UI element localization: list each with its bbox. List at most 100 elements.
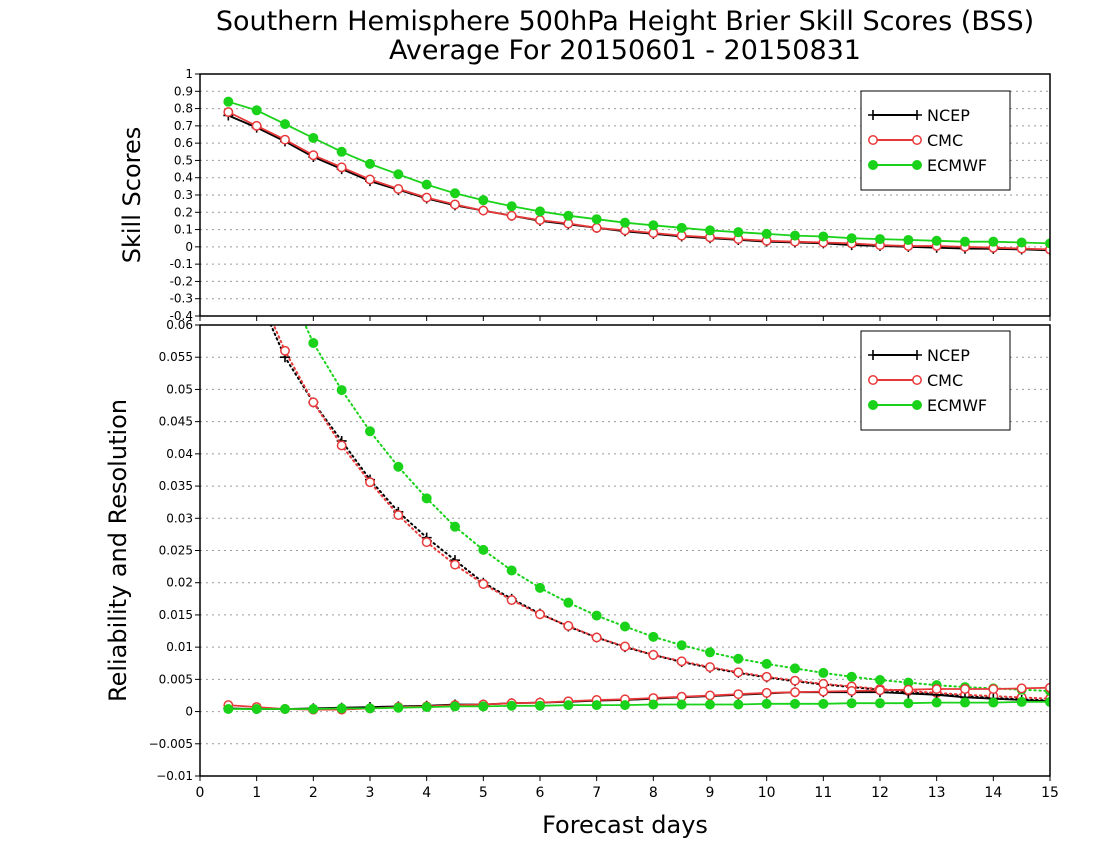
data-point-ecmwf: [308, 132, 319, 143]
data-point-ecmwf-reliability: [308, 703, 319, 714]
data-point-ecmwf-reliability: [280, 703, 290, 714]
data-point-ecmwf: [846, 233, 857, 244]
series-group: [223, 96, 1050, 256]
y-tick-label: 0.5: [174, 153, 193, 167]
data-point-ecmwf-resolution: [421, 493, 432, 504]
data-point-ecmwf: [478, 195, 489, 206]
data-point-ecmwf-reliability: [478, 701, 489, 712]
data-point-cmc-reliability: [875, 685, 885, 696]
data-point-ecmwf-resolution: [591, 610, 602, 621]
legend-box: [860, 330, 1011, 431]
data-point-ecmwf: [875, 234, 885, 245]
plot-frame: [199, 73, 1051, 317]
data-point-cmc-resolution: [733, 667, 744, 678]
data-point-ecmwf-reliability: [336, 703, 347, 714]
y-tick-label: 0.005: [159, 672, 193, 686]
data-point-cmc: [591, 222, 602, 233]
y-tick-label: 0.05: [166, 382, 193, 396]
legend: NCEP CMC ECMWF: [860, 330, 1011, 431]
data-point-ecmwf-resolution: [790, 663, 800, 674]
data-point-ecmwf: [705, 225, 715, 236]
data-point-cmc-resolution: [450, 559, 460, 570]
data-point-ecmwf-reliability: [421, 702, 432, 713]
data-point-ecmwf: [393, 169, 404, 180]
y-tick-label: -0.2: [170, 274, 193, 288]
data-point-cmc-resolution: [421, 537, 432, 548]
data-point-cmc-resolution: [365, 477, 375, 488]
data-point-ecmwf-resolution: [846, 671, 857, 682]
data-point-ecmwf-reliability: [818, 698, 829, 709]
y-tick-label: 0.3: [174, 188, 193, 202]
data-point-cmc-reliability: [846, 686, 857, 696]
data-point-ecmwf: [931, 235, 942, 246]
x-tick-label: 11: [814, 785, 832, 801]
x-axis-label: Forecast days: [542, 811, 708, 839]
legend-label-cmc: CMC: [927, 131, 963, 150]
data-point-ecmwf-resolution: [676, 640, 687, 651]
legend-marker-cmc: [912, 375, 922, 385]
data-point-ecmwf-reliability: [506, 700, 517, 711]
y-axis-label: Skill Scores: [118, 127, 146, 264]
y-tick-label: 0.02: [166, 576, 193, 590]
data-point-ecmwf: [280, 119, 290, 130]
data-point-cmc-reliability: [903, 684, 914, 695]
skill-score-panel: -0.4 -0.3 -0.2 -0.1 0 0.1 0.2 0.3 0.4 0.5 0.6 0.7 0.…: [118, 67, 1051, 323]
data-point-cmc-resolution: [535, 609, 545, 620]
data-point-ecmwf-reliability: [591, 700, 602, 711]
data-point-ecmwf-resolution: [535, 582, 545, 593]
data-point-ecmwf-reliability: [875, 698, 885, 709]
y-tick-label: 0.025: [159, 544, 193, 558]
data-point-cmc-resolution: [676, 656, 687, 667]
x-tick-label: 10: [758, 785, 776, 801]
data-point-cmc: [308, 150, 319, 161]
data-point-cmc-resolution: [280, 345, 290, 356]
data-point-cmc-reliability: [960, 684, 970, 694]
data-point-ecmwf-resolution: [761, 658, 772, 669]
data-point-ecmwf: [648, 220, 659, 231]
data-point-ecmwf: [988, 236, 999, 247]
legend-marker-ecmwf: [912, 400, 922, 410]
y-tick-label: 0.6: [174, 136, 193, 150]
y-tick-label: -0.3: [170, 292, 193, 306]
data-point-ecmwf-reliability: [931, 697, 942, 708]
data-point-cmc-resolution: [705, 662, 715, 673]
data-point-cmc-reliability: [790, 687, 800, 698]
x-tick-label: 8: [649, 785, 658, 801]
series-group: [223, 325, 1050, 715]
data-point-ecmwf-reliability: [846, 698, 857, 709]
data-point-ecmwf-reliability: [450, 701, 460, 712]
data-point-ecmwf-resolution: [393, 461, 404, 472]
y-tick-label: 0.035: [159, 479, 193, 493]
y-axis-label: Reliability and Resolution: [104, 399, 132, 702]
x-tick-label: 4: [422, 785, 431, 801]
x-tick-label: 1: [252, 785, 261, 801]
data-point-cmc-reliability: [988, 684, 999, 694]
data-point-ecmwf: [506, 201, 517, 212]
data-point-ecmwf: [620, 217, 630, 228]
data-point-ecmwf: [563, 210, 574, 221]
data-point-cmc-resolution: [761, 671, 772, 682]
data-point-cmc-resolution: [591, 632, 602, 643]
legend-marker-ncep: [912, 350, 922, 360]
data-point-ecmwf: [535, 206, 545, 217]
legend-marker-ncep: [868, 350, 878, 360]
data-point-ecmwf-resolution: [818, 667, 829, 678]
data-point-ecmwf-resolution: [620, 621, 630, 632]
y-tick-label: 0.1: [174, 223, 193, 237]
data-point-ecmwf-reliability: [393, 702, 404, 713]
data-point-ecmwf-resolution: [478, 544, 489, 555]
legend-marker-ecmwf: [868, 160, 878, 170]
x-tick-label: 14: [984, 785, 1002, 801]
y-tick-label: 0.01: [166, 640, 193, 654]
data-point-ecmwf-reliability: [648, 699, 659, 710]
x-tick-label: 12: [871, 785, 889, 801]
data-point-ecmwf-resolution: [648, 631, 659, 642]
data-point-cmc-resolution: [620, 641, 630, 652]
data-point-ecmwf-reliability: [676, 699, 687, 710]
legend-marker-cmc: [912, 135, 922, 145]
data-point-ecmwf: [761, 228, 772, 239]
data-point-cmc: [336, 162, 347, 173]
data-point-cmc-resolution: [563, 620, 574, 631]
legend-label-ecmwf: ECMWF: [927, 156, 987, 175]
data-point-ecmwf-reliability: [563, 700, 574, 711]
